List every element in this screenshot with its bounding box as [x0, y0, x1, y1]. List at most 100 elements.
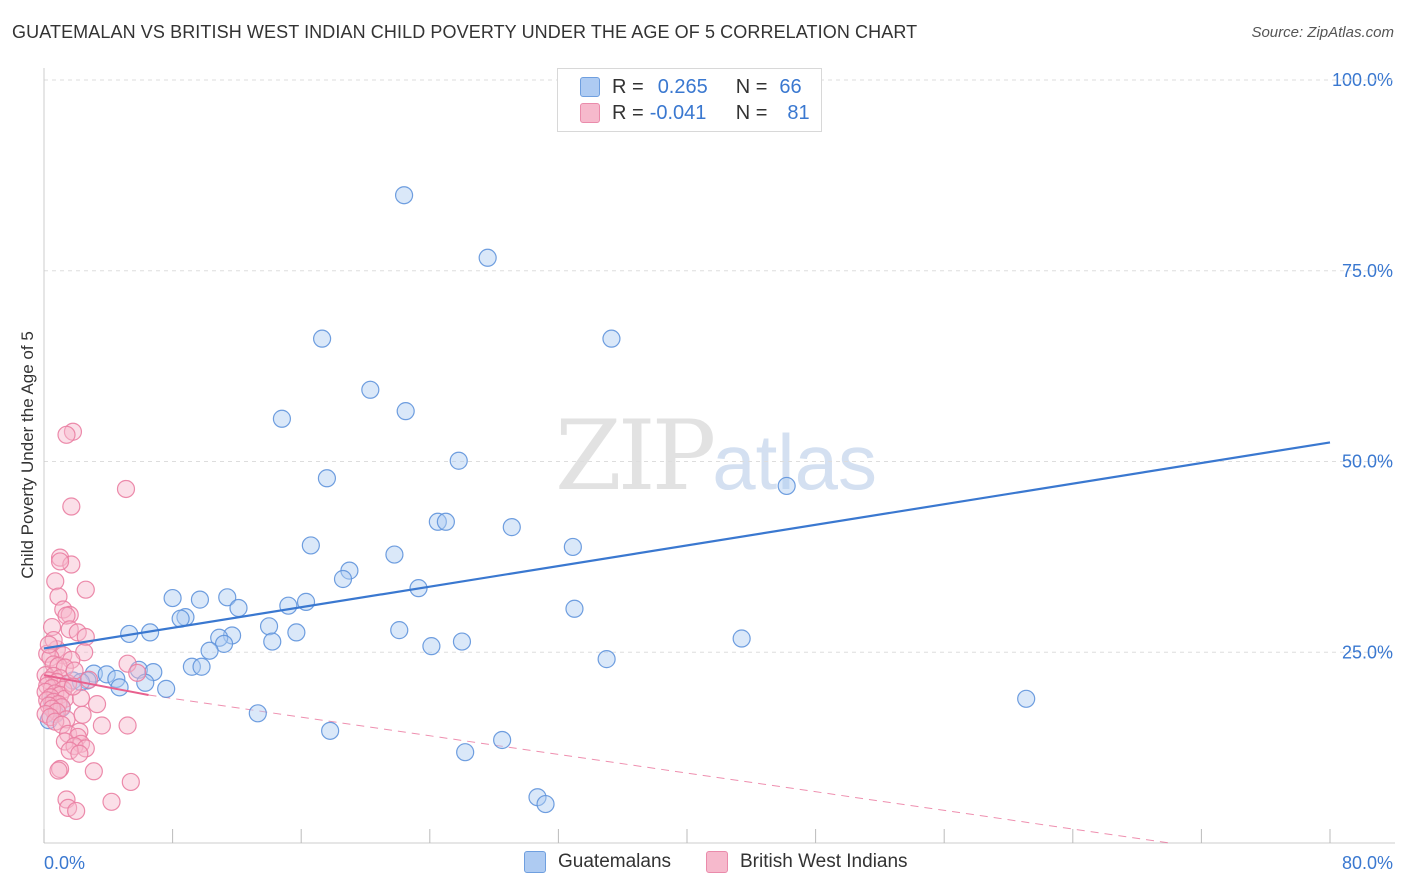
point-british-west-indians [55, 732, 74, 751]
point-guatemalans [436, 512, 455, 531]
x-tick-label-max: 80.0% [1342, 853, 1393, 873]
point-guatemalans [390, 621, 409, 640]
point-guatemalans [287, 623, 306, 642]
point-guatemalans [157, 679, 176, 698]
point-british-west-indians [70, 744, 89, 763]
point-british-west-indians [76, 580, 95, 599]
point-guatemalans [210, 628, 229, 647]
point-guatemalans [192, 657, 211, 676]
point-british-west-indians [87, 695, 107, 714]
source-label: Source: ZipAtlas.com [1251, 24, 1394, 41]
legend-r-value: -0.041 [649, 101, 707, 124]
series-legend: Guatemalans British West Indians [0, 851, 1406, 879]
point-british-west-indians [50, 552, 70, 571]
point-guatemalans [493, 730, 512, 750]
point-british-west-indians [84, 762, 103, 781]
legend-r-value: 0.265 [657, 75, 708, 98]
point-guatemalans [84, 664, 103, 683]
point-guatemalans [777, 476, 796, 496]
point-british-west-indians [65, 661, 84, 680]
watermark-zip: ZIP [555, 400, 716, 512]
point-guatemalans [536, 794, 555, 814]
point-guatemalans [190, 590, 210, 609]
point-guatemalans [229, 598, 248, 618]
chart-title: GUATEMALAN VS BRITISH WEST INDIAN CHILD … [12, 22, 918, 42]
legend-swatch-blue [524, 851, 546, 873]
point-guatemalans [449, 451, 468, 470]
legend-item-british-west-indians[interactable]: British West Indians [706, 851, 908, 873]
point-british-west-indians [57, 606, 76, 625]
point-guatemalans [385, 545, 404, 564]
correlation-legend: R = 0.265 N = 66 R = -0.041 N = 81 [557, 68, 822, 132]
y-tick-label: 100.0% [1332, 70, 1393, 90]
point-guatemalans [321, 721, 340, 740]
trendline-guatemalans [43, 441, 1331, 650]
point-guatemalans [272, 409, 292, 428]
legend-n-value: 66 [779, 75, 802, 98]
legend-r-label: R = [612, 75, 644, 98]
point-british-west-indians [118, 654, 137, 673]
legend-swatch-blue [580, 77, 600, 97]
point-british-west-indians [128, 663, 147, 682]
point-guatemalans [279, 596, 298, 615]
point-guatemalans [317, 469, 337, 488]
point-guatemalans [301, 536, 320, 555]
point-guatemalans [182, 657, 201, 676]
point-guatemalans [565, 599, 584, 618]
point-british-west-indians [39, 635, 58, 654]
point-british-west-indians [36, 704, 55, 724]
legend-r-label: R = [612, 101, 644, 124]
legend-swatch-pink [580, 103, 600, 123]
point-guatemalans [396, 402, 415, 421]
point-guatemalans [263, 632, 282, 651]
point-guatemalans [218, 588, 237, 607]
trendline-british-west-indians-solid [43, 674, 149, 696]
point-guatemalans [732, 629, 751, 648]
point-british-west-indians [67, 801, 86, 821]
watermark: ZIPatlas [555, 400, 877, 512]
x-tick-label-min: 0.0% [44, 853, 85, 873]
y-tick-label: 25.0% [1342, 642, 1393, 662]
point-guatemalans [97, 665, 116, 684]
y-tick-label: 50.0% [1342, 452, 1393, 472]
point-british-west-indians [118, 716, 137, 735]
legend-label-guatemalans: Guatemalans [558, 851, 672, 872]
point-guatemalans [422, 637, 441, 656]
point-british-west-indians [62, 497, 81, 516]
point-british-west-indians [62, 555, 81, 574]
point-guatemalans [502, 518, 521, 537]
point-guatemalans [394, 186, 414, 205]
point-guatemalans [333, 569, 353, 589]
trendline-british-west-indians-dashed [148, 694, 1170, 844]
point-guatemalans [312, 329, 332, 348]
legend-n-value: 81 [787, 101, 810, 124]
y-tick-label: 75.0% [1342, 261, 1393, 281]
point-british-west-indians [46, 572, 65, 591]
point-british-west-indians [50, 548, 70, 567]
point-british-west-indians [57, 425, 76, 444]
point-british-west-indians [42, 617, 62, 637]
legend-item-guatemalans[interactable]: Guatemalans [524, 851, 671, 873]
point-guatemalans [200, 641, 219, 660]
point-guatemalans [1017, 689, 1036, 708]
point-guatemalans [456, 743, 475, 762]
legend-n-label: N = [735, 101, 768, 124]
legend-label-british-west-indians: British West Indians [740, 851, 908, 872]
point-british-west-indians [102, 792, 121, 811]
point-guatemalans [163, 588, 182, 608]
point-guatemalans [597, 650, 616, 669]
point-british-west-indians [49, 761, 68, 780]
point-guatemalans [361, 380, 380, 399]
point-guatemalans [248, 704, 267, 723]
watermark-atlas: atlas [712, 418, 877, 506]
point-british-west-indians [116, 479, 136, 499]
point-guatemalans [563, 537, 582, 557]
point-guatemalans [478, 248, 497, 267]
legend-row-guatemalans: R = 0.265 N = 66 [580, 75, 802, 99]
legend-row-british-west-indians: R = -0.041 N = 81 [580, 101, 810, 125]
point-guatemalans [602, 329, 621, 348]
legend-swatch-pink [706, 851, 728, 873]
point-british-west-indians [73, 705, 92, 724]
point-british-west-indians [121, 772, 140, 792]
